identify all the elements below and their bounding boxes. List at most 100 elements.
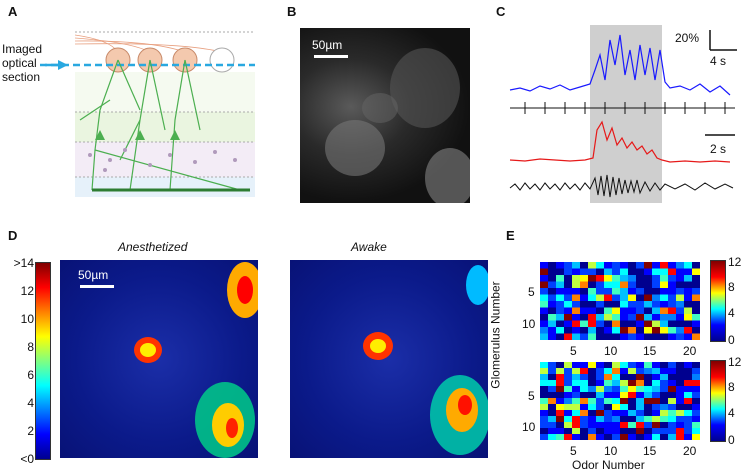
matrix-cell (580, 368, 589, 375)
cbar-e-tick: 4 (728, 406, 735, 420)
matrix-cell (636, 392, 645, 399)
matrix-cell (540, 314, 549, 321)
matrix-cell (636, 416, 645, 423)
matrix-cell (548, 422, 557, 429)
colorbar-e-top (710, 260, 726, 342)
matrix-cell (636, 301, 645, 308)
matrix-cell (564, 314, 573, 321)
panel-c-traces: 20% 4 s 2 s (505, 20, 740, 210)
matrix-cell (652, 320, 661, 328)
matrix-cell (556, 262, 565, 269)
panel-e: Glomerulus Number 5 10 5 10 15 20 5 10 5… (489, 240, 744, 474)
matrix-cell (572, 434, 581, 440)
matrix-cell (676, 307, 685, 315)
matrix-cell (580, 275, 589, 282)
matrix-cell (676, 262, 685, 269)
matrix-cell (588, 268, 597, 276)
matrix-cell (596, 275, 605, 282)
matrix-cell (684, 404, 693, 411)
matrix-cell (604, 294, 613, 302)
matrix-cell (612, 314, 621, 321)
matrix-cell (572, 275, 581, 282)
matrix-cell (620, 398, 629, 405)
cbar-tick: 6 (27, 368, 34, 382)
matrix-cell (620, 294, 629, 302)
matrix-cell (548, 416, 557, 423)
matrix-cell (660, 398, 669, 405)
matrix-cell (612, 275, 621, 282)
matrix-cell (548, 320, 557, 328)
matrix-cell (556, 380, 565, 387)
matrix-cell (604, 404, 613, 411)
matrix-cell (564, 392, 573, 399)
matrix-cell (620, 320, 629, 328)
matrix-cell (636, 374, 645, 381)
cbar-tick: 4 (27, 396, 34, 410)
matrix-cell (660, 386, 669, 393)
scalebar-b (314, 55, 348, 58)
matrix-cell (692, 288, 700, 295)
panel-label-c: C (496, 4, 506, 19)
matrix-cell (636, 386, 645, 393)
matrix-cell (612, 368, 621, 375)
matrix-cell (628, 307, 637, 315)
matrix-cell (684, 386, 693, 393)
matrix-cell (604, 281, 613, 289)
matrix-cell (588, 422, 597, 429)
matrix-cell (612, 380, 621, 387)
matrix-cell (580, 392, 589, 399)
matrix-cell (692, 281, 700, 289)
matrix-cell (684, 434, 693, 440)
matrix-cell (564, 368, 573, 375)
matrix-cell (636, 268, 645, 276)
matrix-cell (676, 404, 685, 411)
cbar-e-tick: 12 (728, 355, 742, 369)
matrix-cell (668, 314, 677, 321)
matrix-cell (620, 288, 629, 295)
matrix-cell (684, 294, 693, 302)
matrix-cell (692, 404, 700, 411)
matrix-cell (644, 368, 653, 375)
matrix-cell (684, 288, 693, 295)
matrix-cell (564, 374, 573, 381)
matrix-cell (644, 294, 653, 302)
matrix-cell (604, 262, 613, 269)
matrix-cell (692, 320, 700, 328)
colorbar-d (35, 262, 51, 460)
matrix-cell (692, 422, 700, 429)
ytick: 10 (522, 420, 536, 434)
matrix-cell (620, 307, 629, 315)
matrix-cell (612, 281, 621, 289)
matrix-cell (596, 268, 605, 276)
matrix-cell (540, 294, 549, 302)
matrix-cell (652, 374, 661, 381)
matrix-cell (660, 404, 669, 411)
matrix-cell (572, 428, 581, 435)
matrix-cell (596, 362, 605, 369)
matrix-cell (684, 416, 693, 423)
matrix-cell (596, 301, 605, 308)
response-matrix-bottom (540, 362, 700, 440)
matrix-cell (588, 416, 597, 423)
ytick: 5 (528, 285, 535, 299)
matrix-cell (540, 307, 549, 315)
matrix-cell (572, 262, 581, 269)
scale-percent: 20% (675, 31, 700, 45)
matrix-cell (612, 434, 621, 440)
matrix-cell (644, 416, 653, 423)
matrix-cell (652, 368, 661, 375)
matrix-cell (572, 281, 581, 289)
blue-trace (509, 34, 731, 96)
matrix-cell (636, 307, 645, 315)
matrix-cell (668, 327, 677, 334)
matrix-cell (556, 307, 565, 315)
matrix-cell (604, 327, 613, 334)
matrix-cell (548, 374, 557, 381)
matrix-cell (580, 288, 589, 295)
matrix-cell (668, 320, 677, 328)
matrix-cell (660, 434, 669, 440)
matrix-cell (580, 410, 589, 417)
matrix-cell (652, 410, 661, 417)
matrix-cell (596, 314, 605, 321)
matrix-cell (604, 380, 613, 387)
